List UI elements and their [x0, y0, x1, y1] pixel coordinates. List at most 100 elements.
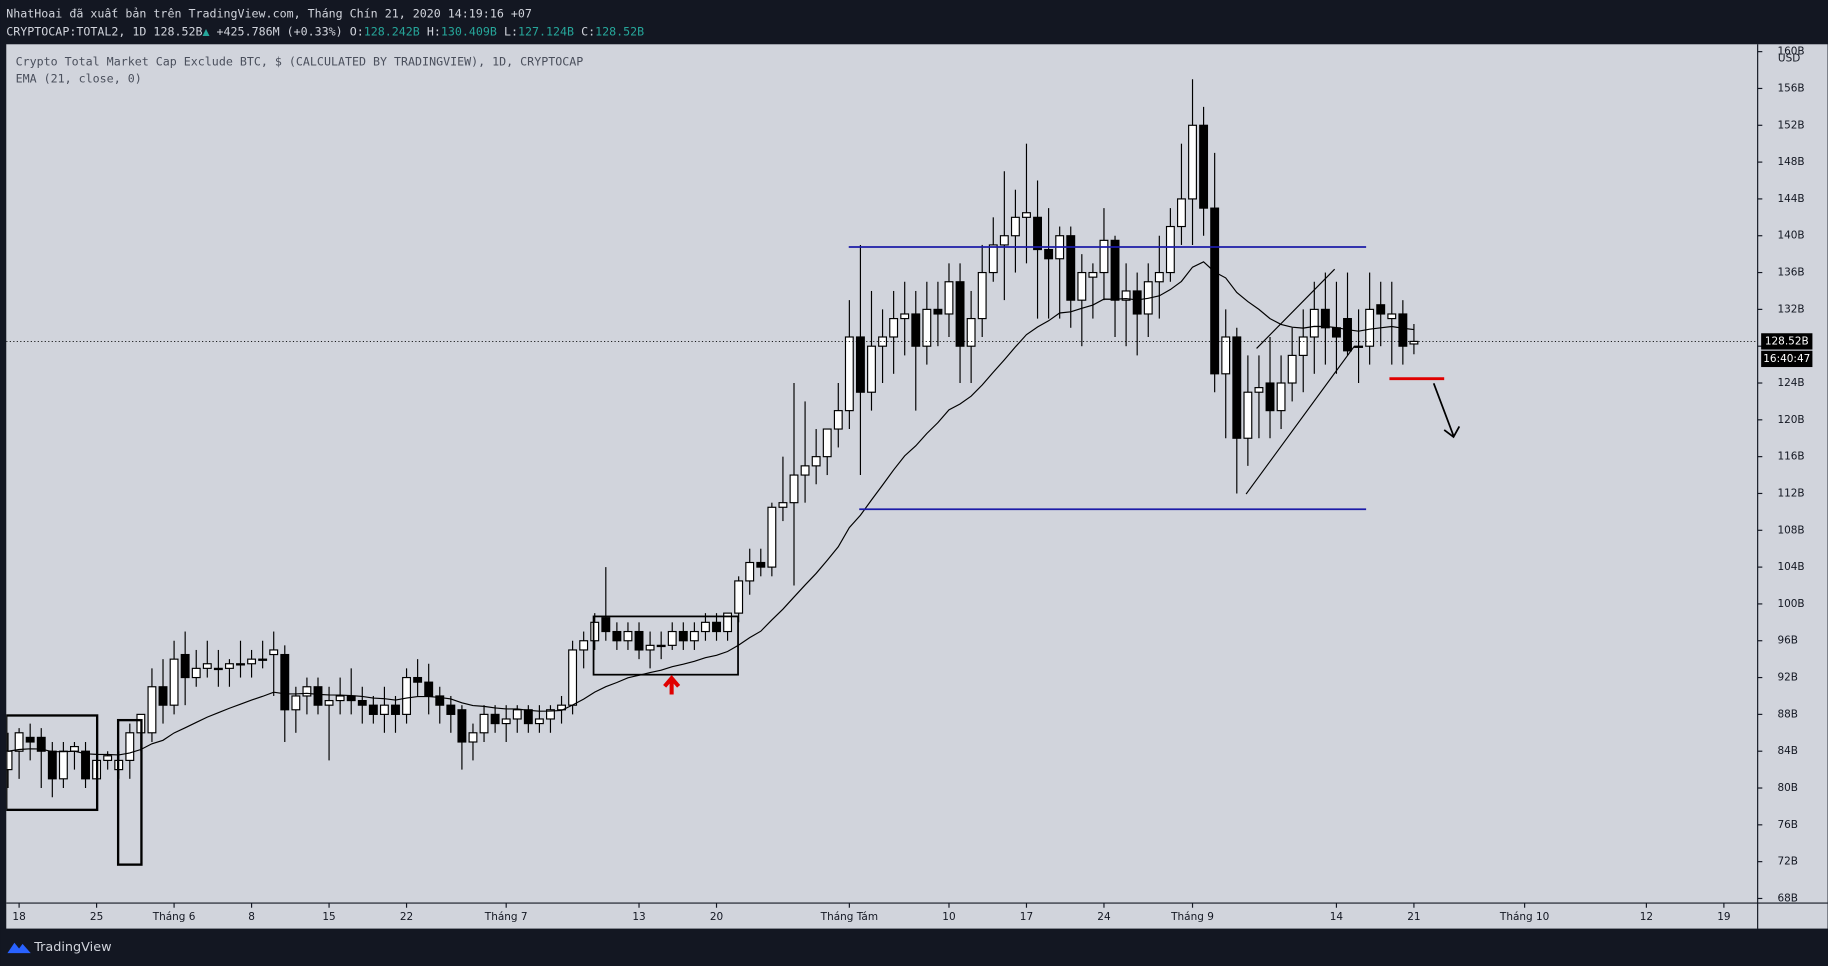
y-tick-label: 100B: [1777, 598, 1804, 610]
candle-body: [1265, 382, 1275, 412]
candle-body: [1176, 198, 1186, 228]
x-tick-label: 15: [322, 911, 335, 923]
candle-body: [391, 704, 400, 715]
candle-body: [1066, 235, 1076, 301]
candle-body: [1099, 239, 1109, 274]
candle-body: [1287, 354, 1297, 384]
candle-body: [14, 732, 24, 752]
y-tick-label: 88B: [1777, 708, 1798, 720]
candle-body: [844, 336, 854, 412]
x-tick-label: 21: [1407, 911, 1420, 923]
trend-line: [1256, 268, 1336, 349]
y-tick-label: 132B: [1777, 303, 1804, 315]
x-tick-label: Tháng 6: [152, 911, 196, 923]
candle-body: [612, 630, 622, 642]
candle-body: [224, 663, 234, 669]
candle-body: [313, 686, 323, 706]
candle-body: [47, 750, 57, 780]
candle-body: [568, 649, 578, 706]
candle-body: [922, 308, 932, 347]
candle-body: [1320, 308, 1330, 329]
candle-body: [689, 630, 699, 642]
candle-body: [1298, 336, 1308, 356]
x-tick-label: 13: [632, 911, 645, 923]
y-tick-label: 112B: [1777, 487, 1804, 499]
indicator-legend: EMA (21, close, 0): [16, 72, 142, 86]
red-arrow: [663, 675, 681, 695]
candle-body: [280, 653, 290, 711]
candle-body: [1331, 327, 1341, 338]
candle-body: [81, 750, 90, 780]
candle-body: [368, 704, 378, 715]
x-tick-label: 17: [1020, 911, 1033, 923]
candle-body: [1243, 391, 1253, 439]
y-tick-label: 108B: [1777, 524, 1804, 536]
candle-body: [1398, 313, 1408, 347]
x-tick-label: 14: [1330, 911, 1344, 923]
candle-body: [822, 428, 832, 458]
candle-body: [1309, 308, 1319, 338]
trend-line: [1245, 345, 1355, 495]
x-tick-label: 18: [12, 911, 25, 923]
x-tick-label: 24: [1097, 911, 1111, 923]
y-tick-label: 136B: [1777, 267, 1804, 279]
y-tick-label: 84B: [1777, 745, 1798, 757]
y-tick-label: 104B: [1777, 561, 1804, 573]
candle-body: [1254, 387, 1264, 393]
candle-body: [191, 667, 201, 679]
candle-body: [579, 640, 589, 651]
candle-body: [667, 630, 677, 646]
candle-body: [1010, 216, 1020, 237]
y-tick-label: 120B: [1777, 414, 1804, 426]
candle-body: [557, 704, 566, 711]
x-tick-label: Tháng 10: [1499, 911, 1549, 923]
candle-body: [1022, 212, 1031, 218]
candle-body: [1077, 271, 1087, 301]
candle-body: [734, 580, 744, 614]
candle-body: [269, 649, 279, 656]
candle-body: [236, 663, 245, 666]
candle-body: [324, 699, 334, 706]
x-tick-label: 12: [1640, 911, 1653, 923]
candle-body: [745, 561, 755, 582]
candle-body: [1088, 271, 1098, 278]
y-tick-label: 68B: [1777, 892, 1798, 904]
chart-panel: [6, 44, 1828, 929]
y-tick-label: 92B: [1777, 672, 1798, 684]
plot: [6, 79, 1758, 798]
candle-body: [855, 336, 865, 393]
candle-body: [479, 713, 489, 734]
symbol: CRYPTOCAP:TOTAL2, 1D: [6, 24, 146, 38]
x-tick-label: 20: [710, 911, 723, 923]
candle-body: [999, 235, 1009, 246]
candle-body: [213, 667, 223, 671]
x-tick-label: 10: [942, 911, 955, 923]
candle-body: [424, 681, 434, 697]
candle-body: [357, 699, 367, 706]
y-tick-label: 96B: [1777, 635, 1798, 647]
candle-body: [867, 345, 876, 393]
candle-body: [955, 281, 965, 347]
candle-body: [379, 704, 389, 715]
candle-body: [457, 709, 467, 743]
candle-body: [302, 686, 312, 697]
candle-body: [103, 755, 113, 761]
candle-body: [335, 695, 345, 702]
close-label: C:: [581, 24, 595, 38]
candle-body: [778, 502, 788, 508]
candle-body: [546, 709, 555, 720]
candle-body: [1033, 216, 1043, 251]
candle-body: [911, 313, 921, 347]
chart-title: Crypto Total Market Cap Exclude BTC, $ (…: [16, 54, 584, 68]
candle-body: [601, 617, 611, 633]
y-tick-label: 116B: [1777, 451, 1804, 463]
box-drawing: [592, 615, 739, 676]
footer-bar: [0, 928, 1828, 966]
candle-body: [147, 686, 157, 734]
brand[interactable]: TradingView: [33, 940, 111, 955]
y-tick-label: 72B: [1777, 856, 1798, 868]
candle-body: [889, 317, 899, 338]
candle-body: [501, 718, 511, 725]
down-arrow: [1432, 383, 1461, 439]
publisher: NhatHoai đã xuất bản trên TradingView.co…: [6, 6, 532, 20]
